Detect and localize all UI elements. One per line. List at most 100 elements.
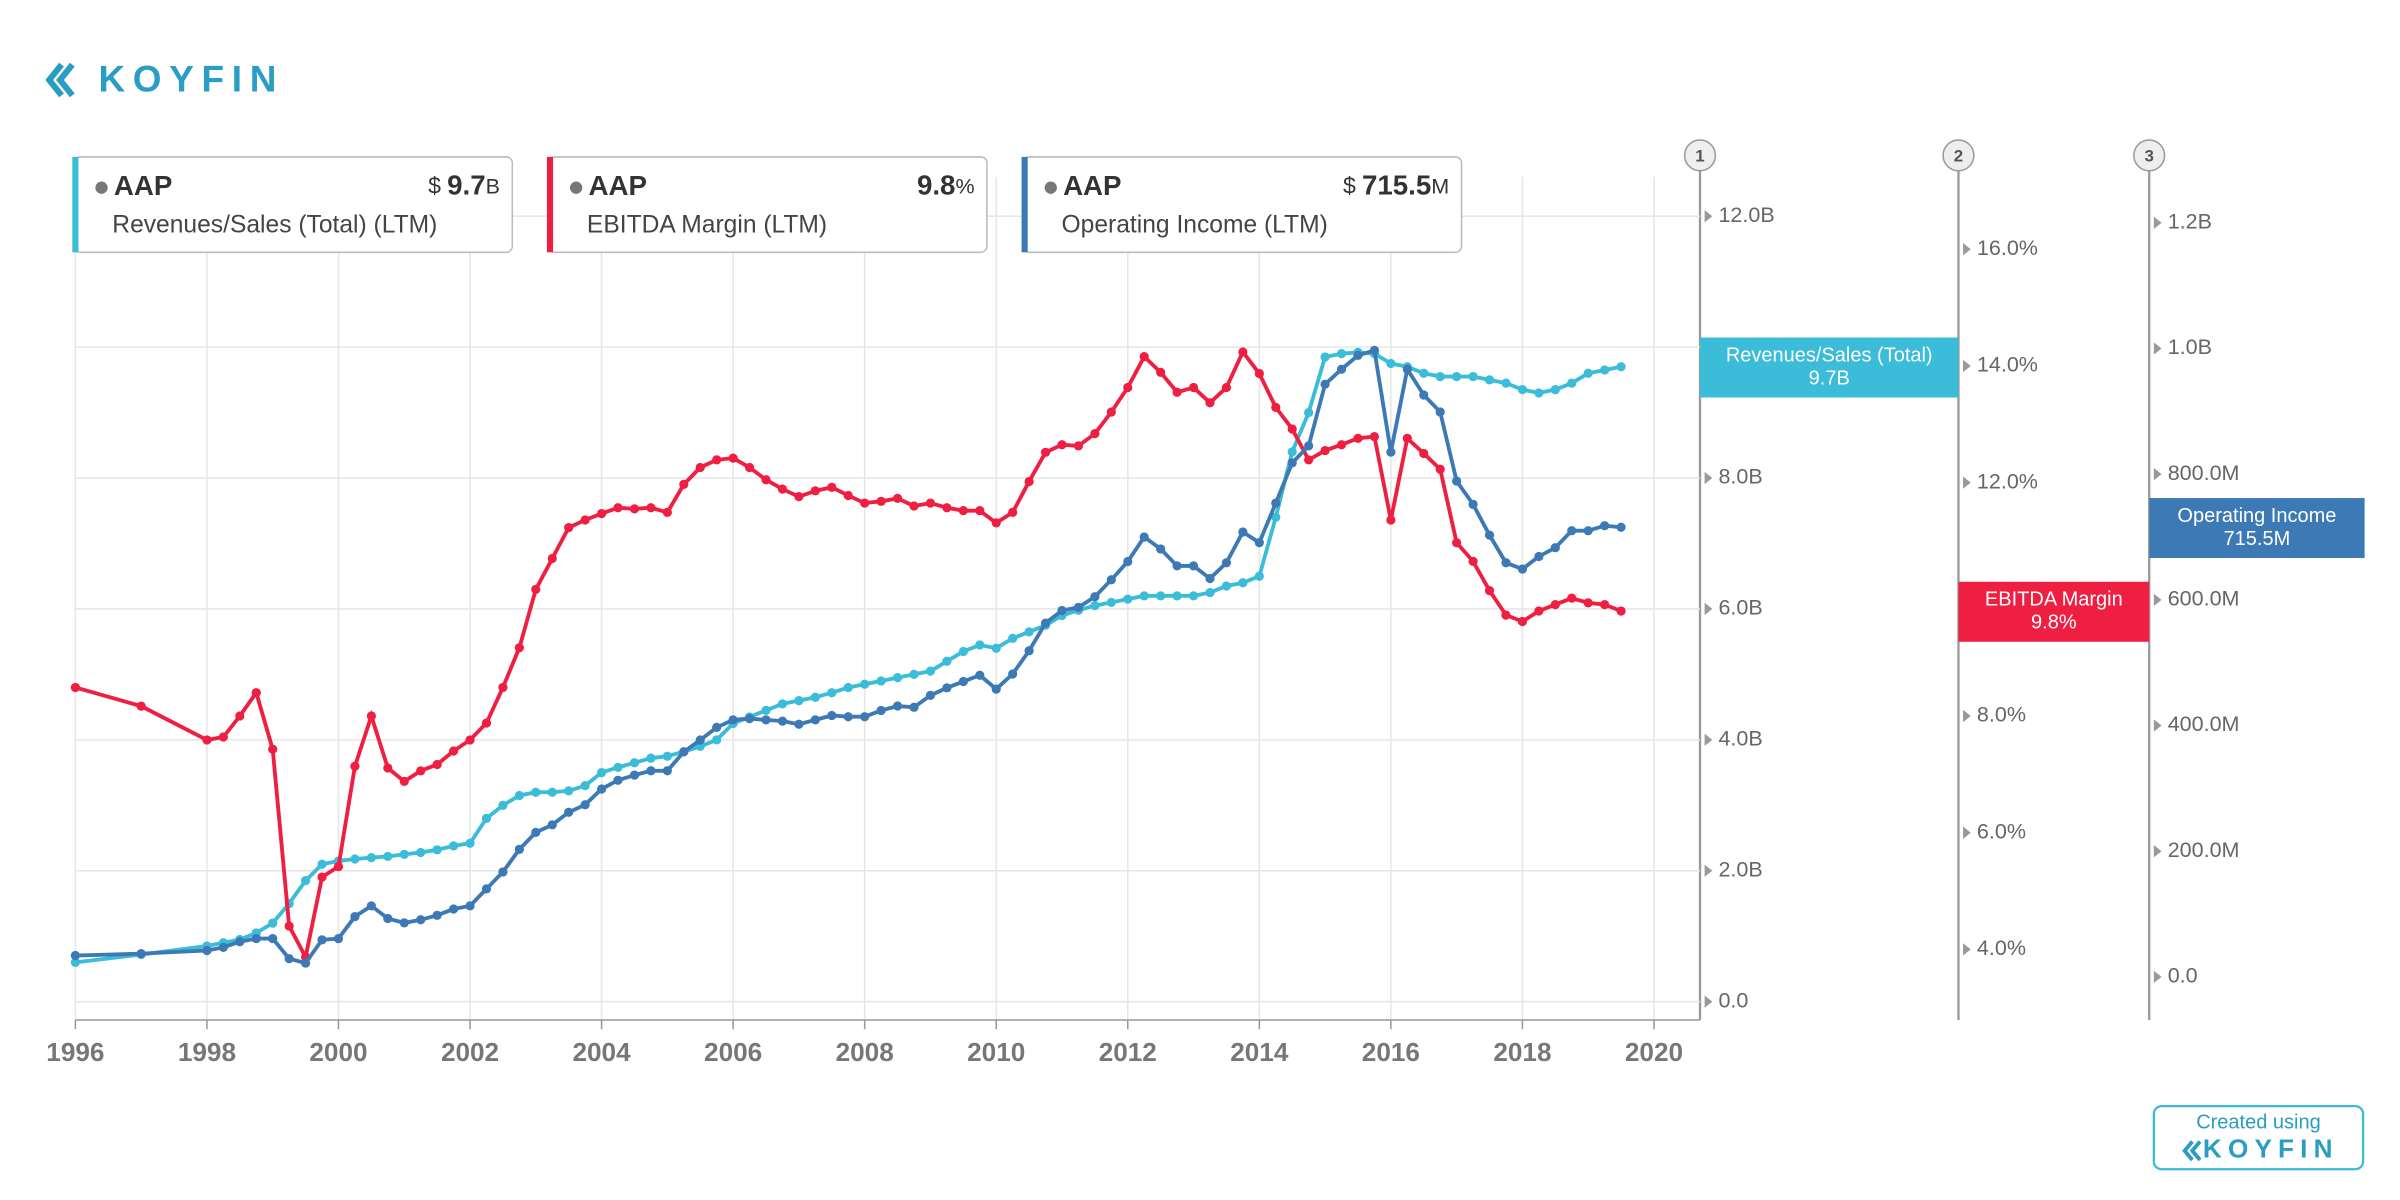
point	[761, 715, 771, 725]
legend-ticker: AAP	[1063, 170, 1121, 201]
point	[1616, 522, 1626, 532]
point	[399, 776, 409, 786]
point	[1517, 564, 1528, 574]
y-tick-label: 0.0	[2168, 964, 2198, 988]
y-tick	[1704, 471, 1713, 485]
point	[646, 753, 656, 763]
point	[1238, 347, 1248, 357]
point	[629, 504, 640, 514]
point	[1271, 512, 1281, 522]
point	[1205, 398, 1215, 408]
y-tick-label: 400.0M	[2168, 712, 2240, 736]
point	[465, 735, 475, 745]
y-tick	[2153, 216, 2162, 229]
y-tick	[2153, 719, 2162, 732]
point	[1353, 433, 1363, 443]
point	[728, 715, 738, 725]
point	[1452, 371, 1462, 382]
point	[827, 710, 837, 721]
y-tick-label: 4.0B	[1718, 727, 1762, 751]
point	[1567, 378, 1577, 388]
y-tick-label: 8.0B	[1718, 465, 1762, 489]
point	[1139, 532, 1149, 542]
point	[1419, 390, 1429, 400]
point	[744, 713, 755, 724]
point	[1188, 561, 1199, 571]
legend-item[interactable]: AAP EBITDA Margin (LTM) 9.8%	[546, 156, 988, 254]
point	[1435, 464, 1445, 474]
y-tick-label: 2.0B	[1718, 857, 1762, 881]
point	[1008, 633, 1018, 644]
point	[218, 942, 228, 952]
point	[1172, 387, 1182, 397]
point	[1320, 352, 1330, 362]
point	[514, 790, 524, 801]
point	[1238, 527, 1248, 537]
point	[810, 486, 820, 496]
point	[1468, 371, 1478, 382]
legend-prefix: $	[1343, 173, 1356, 199]
point	[1238, 578, 1248, 588]
point	[646, 503, 656, 513]
point	[1402, 433, 1412, 443]
footer-text: Created using	[2196, 1111, 2321, 1133]
point	[794, 695, 804, 706]
point	[1583, 368, 1593, 378]
footer-logo: KOYFIN	[2203, 1134, 2339, 1164]
point	[975, 640, 985, 650]
point	[218, 732, 228, 742]
point	[1567, 593, 1577, 603]
axis-number-badge	[1683, 139, 1717, 172]
point	[958, 676, 968, 687]
badge-value: 9.7B	[1809, 367, 1850, 389]
point	[1254, 571, 1264, 581]
x-tick-label: 2016	[1362, 1037, 1420, 1067]
point	[531, 787, 541, 797]
y-tick	[2153, 342, 2162, 355]
point	[662, 507, 672, 518]
point	[1402, 364, 1412, 374]
point	[580, 781, 590, 791]
legend-item[interactable]: AAP Operating Income (LTM) $ 715.5M	[1021, 156, 1463, 254]
logo: KOYFIN	[45, 58, 276, 99]
x-tick-label: 2006	[704, 1037, 762, 1067]
point	[1304, 441, 1314, 451]
point	[843, 682, 853, 693]
point	[1205, 587, 1215, 598]
point	[498, 867, 508, 877]
y-tick-label: 1.0B	[2168, 335, 2212, 359]
point	[1583, 526, 1593, 536]
legend-color	[546, 156, 554, 253]
point	[580, 515, 590, 525]
point	[1040, 618, 1051, 628]
point	[1419, 368, 1429, 378]
point	[744, 462, 755, 473]
point	[251, 933, 261, 944]
point	[333, 861, 344, 872]
footer[interactable]: Created using KOYFIN	[2152, 1105, 2365, 1171]
y-tick	[1704, 733, 1713, 747]
point	[613, 503, 623, 513]
point	[596, 784, 607, 794]
point	[1304, 455, 1314, 465]
point	[514, 844, 524, 854]
point	[1156, 367, 1166, 377]
point	[1336, 364, 1347, 374]
point	[1271, 498, 1281, 508]
y-tick-label: 12.0B	[1718, 203, 1774, 227]
y-tick	[1963, 359, 1971, 373]
point	[1550, 543, 1560, 553]
point	[350, 911, 360, 922]
point	[317, 859, 327, 869]
axis-number: 2	[1954, 146, 1963, 165]
y-tick	[1963, 943, 1971, 956]
point	[531, 584, 541, 595]
point	[251, 688, 261, 698]
point	[1550, 385, 1560, 395]
point	[1090, 592, 1100, 602]
value-badge	[1958, 581, 2150, 642]
legend-label: Revenues/Sales (Total) (LTM)	[112, 212, 437, 239]
y-tick	[2153, 845, 2162, 858]
legend-item[interactable]: AAP Revenues/Sales (Total) (LTM) $ 9.7B	[72, 156, 514, 254]
point	[580, 800, 590, 810]
